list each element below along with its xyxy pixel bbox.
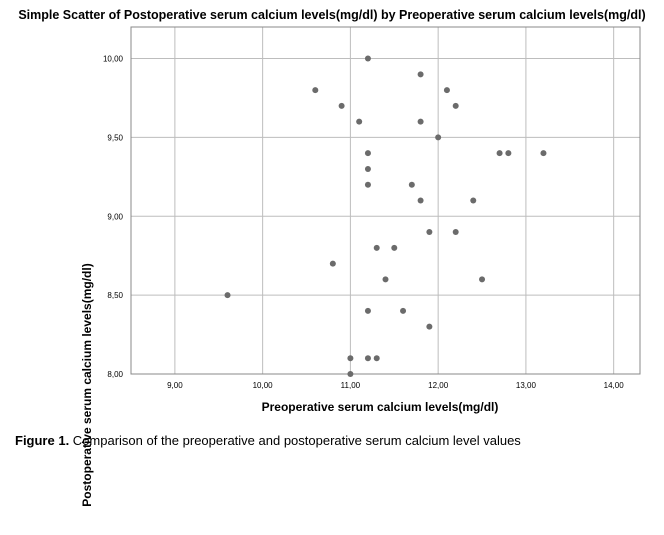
data-point — [435, 134, 442, 141]
x-tick-label: 10,00 — [253, 381, 274, 390]
data-point — [364, 181, 371, 188]
data-point — [373, 355, 380, 362]
data-points — [224, 55, 547, 377]
figure-caption: Figure 1. Comparison of the preoperative… — [15, 433, 521, 448]
figure-caption-label: Figure 1. — [15, 433, 70, 448]
data-point — [496, 150, 503, 157]
data-point — [364, 355, 371, 362]
data-point — [356, 118, 363, 125]
x-tick-label: 12,00 — [428, 381, 449, 390]
data-point — [408, 181, 415, 188]
data-point — [417, 118, 424, 125]
data-point — [479, 276, 486, 283]
data-point — [452, 102, 459, 109]
x-tick-label: 9,00 — [167, 381, 183, 390]
data-point — [470, 197, 477, 204]
data-point — [417, 197, 424, 204]
x-axis-label: Preoperative serum calcium levels(mg/dl) — [261, 400, 499, 414]
grid-lines — [131, 27, 640, 375]
tick-labels: 9,00 10,00 11,00 12,00 13,00 14,00 8,00 8,50 9,0… — [103, 55, 624, 390]
data-point — [347, 371, 354, 377]
y-axis-label: Postoperative serum calcium levels(mg/dl… — [80, 263, 94, 507]
scatter-plot: 9,00 10,00 11,00 12,00 13,00 14,00 8,00 8,50 9,0… — [103, 26, 641, 390]
data-point — [540, 150, 547, 157]
data-point — [443, 87, 450, 94]
data-point — [417, 71, 424, 78]
data-point — [452, 229, 459, 236]
data-point — [329, 260, 336, 267]
data-point — [505, 150, 512, 157]
data-point — [312, 87, 319, 94]
data-point — [347, 355, 354, 362]
x-tick-label: 14,00 — [604, 381, 625, 390]
plot-frame — [130, 26, 641, 375]
data-point — [426, 323, 433, 330]
x-tick-label: 13,00 — [516, 381, 537, 390]
data-point — [338, 102, 345, 109]
y-tick-label: 8,50 — [107, 291, 123, 300]
x-tick-label: 11,00 — [341, 381, 361, 390]
data-point — [364, 307, 371, 314]
data-point — [391, 244, 398, 251]
data-point — [364, 150, 371, 157]
chart-title: Simple Scatter of Postoperative serum ca… — [18, 8, 646, 22]
data-point — [400, 307, 407, 314]
data-point — [364, 55, 371, 62]
data-point — [373, 244, 380, 251]
data-point — [382, 276, 389, 283]
data-point — [224, 292, 231, 299]
y-tick-label: 9,00 — [107, 212, 123, 221]
data-point — [364, 165, 371, 172]
figure-caption-text: Comparison of the preoperative and posto… — [69, 433, 521, 448]
y-tick-label: 10,00 — [103, 55, 124, 64]
y-tick-label: 8,00 — [107, 370, 123, 379]
y-tick-label: 9,50 — [107, 133, 123, 142]
data-point — [426, 229, 433, 236]
